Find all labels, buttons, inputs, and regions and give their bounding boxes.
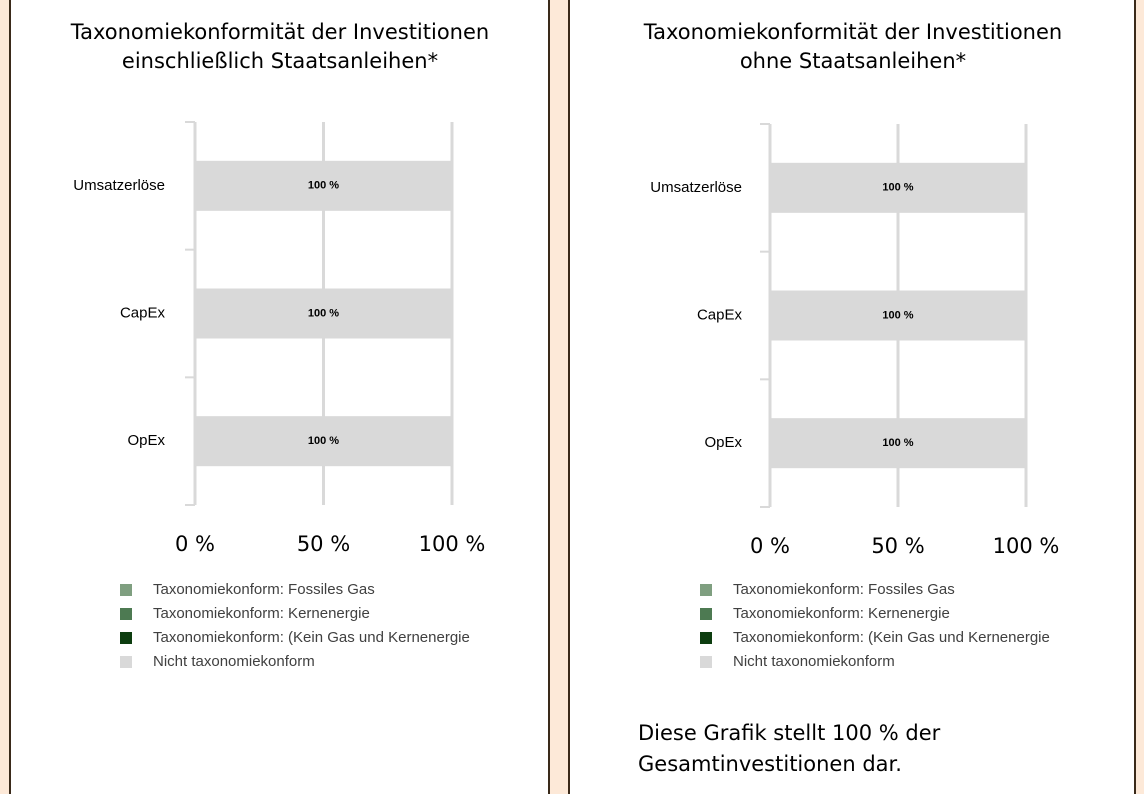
- bar: [770, 418, 1026, 469]
- panel: [568, 0, 1136, 794]
- legend-swatch: [700, 632, 712, 644]
- legend-label: Taxonomiekonform: (Kein Gas und Kernener…: [153, 629, 470, 646]
- bar: [770, 162, 1026, 213]
- chart-title: einschließlich Staatsanleihen*: [122, 49, 438, 73]
- note: Diese Grafik stellt 100 % der: [638, 721, 941, 745]
- legend-label: Nicht taxonomiekonform: [733, 653, 895, 670]
- x-tick-label: 50 %: [871, 534, 924, 558]
- y-tick-label: CapEx: [120, 304, 166, 321]
- legend-swatch: [120, 584, 132, 596]
- value-label: 100 %: [308, 307, 339, 319]
- legend-swatch: [120, 632, 132, 644]
- legend-swatch: [700, 656, 712, 668]
- value-label: 100 %: [882, 437, 913, 449]
- legend-label: Taxonomiekonform: Kernenergie: [153, 605, 370, 622]
- x-tick-label: 0 %: [750, 534, 790, 558]
- bar: [770, 290, 1026, 341]
- legend-label: Nicht taxonomiekonform: [153, 653, 315, 670]
- value-label: 100 %: [308, 180, 339, 192]
- legend-label: Taxonomiekonform: (Kein Gas und Kernener…: [733, 629, 1050, 646]
- legend-label: Taxonomiekonform: Fossiles Gas: [153, 581, 375, 598]
- legend-swatch: [120, 656, 132, 668]
- x-tick-label: 0 %: [175, 532, 215, 556]
- y-tick-label: OpEx: [127, 432, 165, 449]
- value-label: 100 %: [308, 435, 339, 447]
- chart-title: Taxonomiekonformität der Investitionen: [70, 20, 489, 44]
- bar: [195, 288, 452, 339]
- panel: [9, 0, 550, 794]
- value-label: 100 %: [882, 309, 913, 321]
- y-tick-label: Umsatzerlöse: [73, 177, 165, 194]
- y-tick-label: OpEx: [704, 434, 742, 451]
- y-tick-label: Umsatzerlöse: [650, 179, 742, 196]
- legend-label: Taxonomiekonform: Fossiles Gas: [733, 581, 955, 598]
- x-tick-label: 50 %: [297, 532, 350, 556]
- x-tick-label: 100 %: [993, 534, 1060, 558]
- note: Gesamtinvestitionen dar.: [638, 752, 902, 776]
- legend-swatch: [120, 608, 132, 620]
- y-tick-label: CapEx: [697, 306, 743, 323]
- value-label: 100 %: [882, 182, 913, 194]
- legend-label: Taxonomiekonform: Kernenergie: [733, 605, 950, 622]
- bar: [195, 160, 452, 211]
- x-tick-label: 100 %: [419, 532, 486, 556]
- chart-title: ohne Staatsanleihen*: [740, 49, 966, 73]
- legend-swatch: [700, 608, 712, 620]
- bar: [195, 416, 452, 467]
- chart-title: Taxonomiekonformität der Investitionen: [643, 20, 1062, 44]
- legend-swatch: [700, 584, 712, 596]
